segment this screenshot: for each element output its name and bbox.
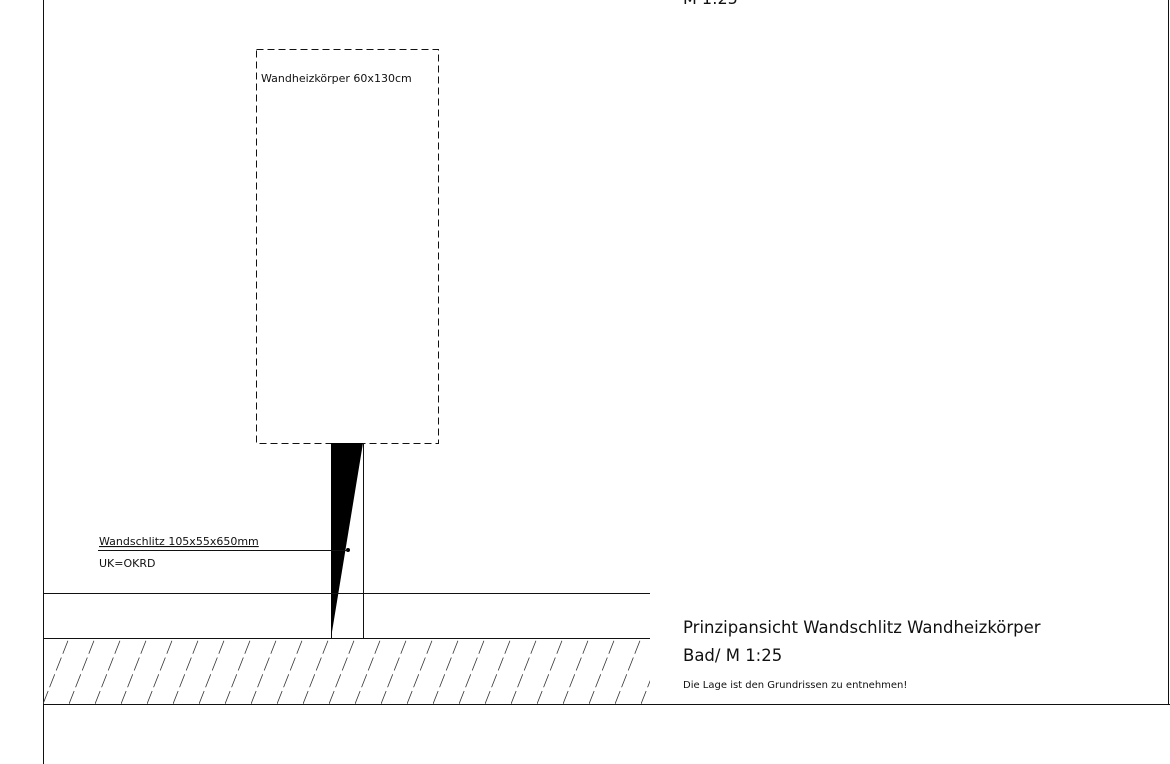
scale-top: M 1:25 (683, 0, 738, 8)
slot-note: UK=OKRD (99, 557, 155, 570)
note: Die Lage ist den Grundrissen zu entnehme… (683, 680, 907, 691)
floor-hatch (43, 638, 650, 704)
slot-section (331, 443, 363, 638)
subtitle: Bad/ M 1:25 (683, 646, 782, 665)
title: Prinzipansicht Wandschlitz Wandheizkörpe… (683, 618, 1041, 637)
slot-label: Wandschlitz 105x55x650mm (99, 535, 259, 548)
radiator-label: Wandheizkörper 60x130cm (261, 72, 412, 85)
